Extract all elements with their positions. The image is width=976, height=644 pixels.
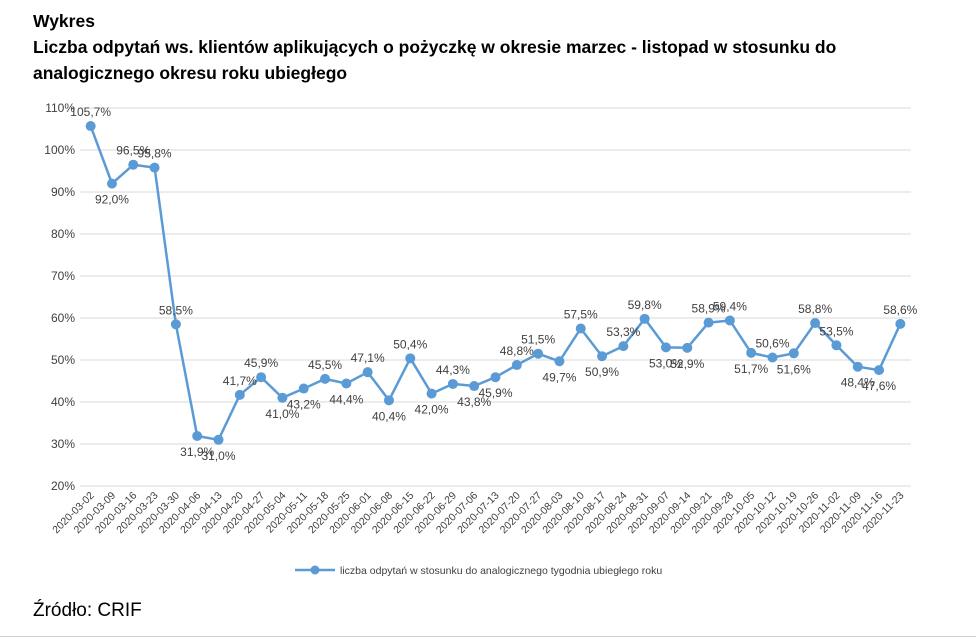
y-tick-label: 50%	[51, 353, 75, 367]
data-point	[511, 360, 522, 371]
data-point	[874, 365, 885, 376]
data-label: 41,0%	[265, 407, 299, 421]
data-point	[703, 317, 714, 328]
data-point	[447, 378, 458, 389]
data-label: 45,5%	[308, 358, 342, 372]
data-point	[256, 372, 267, 383]
data-point	[767, 352, 778, 363]
chart-title-line-1: Liczba odpytań ws. klientów aplikujących…	[33, 37, 837, 57]
y-tick-label: 110%	[45, 101, 75, 115]
data-point	[788, 348, 799, 359]
data-label: 58,6%	[883, 303, 917, 317]
y-tick-label: 80%	[51, 227, 75, 241]
data-point	[213, 434, 224, 445]
data-point	[831, 340, 842, 351]
data-label: 51,6%	[777, 362, 811, 376]
data-point	[298, 383, 309, 394]
data-point	[597, 351, 608, 362]
data-label: 40,4%	[372, 409, 406, 423]
data-point	[192, 431, 203, 442]
y-tick-label: 60%	[51, 311, 75, 325]
data-label: 43,8%	[457, 395, 491, 409]
y-tick-label: 30%	[51, 437, 75, 451]
data-label: 47,1%	[351, 351, 385, 365]
data-label: 42,0%	[415, 403, 449, 417]
y-tick-label: 100%	[44, 143, 75, 157]
data-label: 51,5%	[521, 333, 555, 347]
data-label: 53,5%	[819, 324, 853, 338]
data-label: 50,4%	[393, 337, 427, 351]
data-point	[277, 392, 288, 403]
chart-title-line-2: analogicznego okresu roku ubiegłego	[33, 63, 348, 83]
data-label: 105,7%	[70, 105, 111, 119]
data-label: 48,4%	[841, 376, 875, 390]
data-label: 59,4%	[713, 300, 747, 314]
data-label: 48,8%	[500, 344, 534, 358]
data-label: 47,6%	[862, 379, 896, 393]
data-point	[405, 353, 416, 364]
data-point	[554, 356, 565, 367]
data-point	[682, 342, 693, 353]
y-tick-label: 90%	[51, 185, 75, 199]
chart-label: Wykres	[33, 11, 95, 31]
data-point	[383, 395, 394, 406]
line-chart: 20%30%40%50%60%70%80%90%100%110%2020-03-…	[44, 101, 917, 577]
data-label: 58,8%	[798, 302, 832, 316]
source-note: Źródło: CRIF	[33, 600, 142, 621]
data-label: 58,9%	[692, 302, 726, 316]
data-point	[149, 162, 160, 173]
data-label: 41,7%	[223, 374, 257, 388]
data-label: 53,0%	[649, 356, 683, 370]
data-label: 53,3%	[606, 325, 640, 339]
data-point	[660, 342, 671, 353]
data-point	[469, 381, 480, 392]
data-label: 50,9%	[585, 365, 619, 379]
data-point	[362, 367, 373, 378]
data-label: 43,2%	[287, 398, 321, 412]
y-tick-label: 70%	[51, 269, 75, 283]
data-label: 92,0%	[95, 193, 129, 207]
data-point	[724, 315, 735, 326]
data-point	[852, 361, 863, 372]
data-point	[895, 318, 906, 329]
y-tick-label: 20%	[51, 479, 75, 493]
data-point	[810, 318, 821, 329]
data-label: 51,7%	[734, 362, 768, 376]
data-label: 31,9%	[180, 445, 214, 459]
data-point	[341, 378, 352, 389]
data-label: 95,8%	[138, 147, 172, 161]
data-point	[490, 372, 501, 383]
data-point	[575, 323, 586, 334]
chart-heading: Wykres Liczba odpytań ws. klientów aplik…	[33, 8, 836, 86]
data-label: 59,8%	[628, 298, 662, 312]
data-point	[746, 347, 757, 358]
data-point	[106, 178, 117, 189]
data-point	[618, 341, 629, 352]
data-point	[128, 159, 139, 170]
data-label: 44,4%	[329, 393, 363, 407]
legend-marker	[310, 565, 320, 575]
data-label: 50,6%	[755, 336, 789, 350]
data-point	[533, 348, 544, 359]
data-point	[234, 389, 245, 400]
y-tick-label: 40%	[51, 395, 75, 409]
data-label: 45,9%	[478, 386, 512, 400]
bottom-divider	[0, 636, 976, 637]
data-label: 31,0%	[201, 449, 235, 463]
data-point	[170, 319, 181, 330]
data-label: 44,3%	[436, 363, 470, 377]
data-label: 52,9%	[670, 357, 704, 371]
data-point	[426, 388, 437, 399]
data-point	[639, 313, 650, 324]
data-label: 57,5%	[564, 308, 598, 322]
data-label: 45,9%	[244, 356, 278, 370]
data-label: 96,5%	[116, 144, 150, 158]
data-label: 58,5%	[159, 303, 193, 317]
legend-label: liczba odpytań w stosunku do analogiczne…	[340, 565, 662, 577]
data-point	[320, 373, 331, 384]
data-point	[85, 121, 96, 132]
data-label: 49,7%	[542, 370, 576, 384]
